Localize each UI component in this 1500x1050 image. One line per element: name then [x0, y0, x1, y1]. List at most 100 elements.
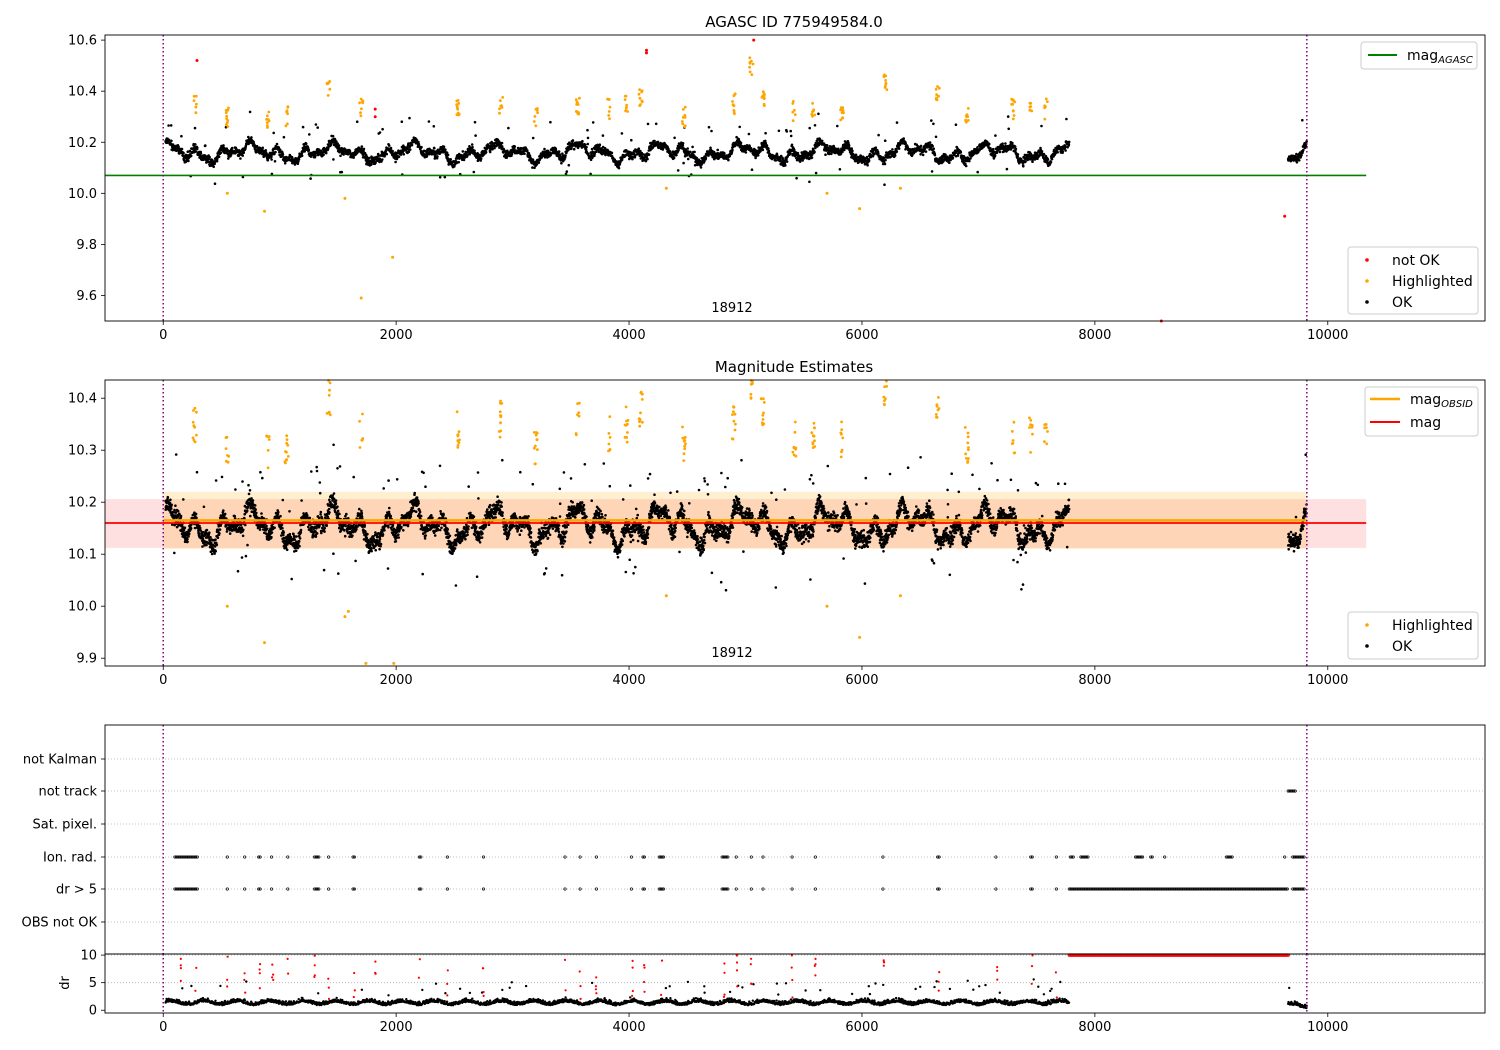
data-point	[224, 123, 228, 126]
data-point	[327, 507, 331, 511]
data-point	[218, 528, 222, 531]
data-point	[645, 51, 648, 55]
data-point	[681, 108, 685, 111]
data-point	[216, 536, 220, 539]
data-point	[297, 540, 301, 543]
data-point	[994, 134, 997, 137]
data-point	[531, 158, 535, 162]
data-point	[484, 150, 488, 154]
data-point	[244, 523, 247, 527]
data-point	[249, 514, 252, 518]
data-point	[387, 144, 391, 147]
data-point	[359, 114, 363, 118]
data-point	[208, 155, 211, 159]
data-point	[499, 99, 502, 102]
data-point	[225, 530, 229, 533]
y-tick-label: 10.4	[68, 85, 97, 100]
y-tick-label: 10.6	[68, 34, 97, 49]
data-point	[727, 158, 730, 162]
data-point	[747, 132, 751, 136]
data-point	[1046, 158, 1050, 161]
data-point	[208, 531, 211, 534]
data-point	[214, 479, 218, 482]
data-point	[789, 129, 792, 133]
data-point	[295, 535, 298, 538]
data-point	[373, 107, 377, 111]
data-point	[229, 153, 233, 157]
data-point	[197, 532, 201, 535]
data-point	[647, 153, 651, 156]
data-point	[196, 146, 199, 150]
data-point	[470, 143, 474, 146]
data-point	[738, 125, 741, 129]
data-point	[192, 99, 196, 102]
data-point	[343, 529, 346, 532]
data-point	[283, 161, 287, 165]
data-point	[565, 170, 569, 173]
data-point	[224, 108, 228, 112]
data-point	[215, 159, 219, 163]
data-point	[680, 120, 684, 123]
data-point	[316, 126, 320, 129]
data-point	[447, 157, 450, 161]
data-point	[765, 144, 769, 147]
data-point	[762, 104, 766, 107]
data-point	[241, 154, 244, 157]
data-point	[436, 155, 439, 158]
data-point	[194, 111, 198, 115]
data-point	[318, 491, 322, 495]
data-point	[1283, 214, 1287, 218]
data-point	[244, 554, 248, 558]
data-point	[1050, 157, 1054, 161]
data-point	[315, 532, 319, 535]
data-point	[242, 151, 245, 154]
data-point	[170, 139, 173, 143]
data-point	[561, 152, 564, 155]
data-point	[589, 172, 592, 176]
data-point	[359, 111, 362, 115]
data-point	[358, 507, 361, 511]
data-point	[176, 509, 180, 513]
data-point	[664, 186, 668, 190]
panel-agasc-title: AGASC ID 775949584.0	[705, 13, 883, 31]
data-point	[571, 139, 575, 142]
data-point	[931, 144, 934, 148]
data-point	[239, 157, 242, 160]
data-point	[654, 122, 658, 126]
data-point	[1065, 117, 1068, 121]
data-point	[381, 127, 384, 131]
data-point	[336, 467, 339, 470]
data-point	[299, 528, 303, 532]
data-point	[1022, 165, 1025, 168]
data-point	[824, 153, 827, 156]
data-point	[732, 109, 736, 112]
data-point	[791, 110, 795, 114]
data-point	[793, 113, 797, 116]
data-point	[1049, 160, 1053, 164]
data-point	[546, 149, 550, 153]
data-point	[270, 535, 273, 539]
data-point	[307, 148, 311, 152]
data-point	[630, 138, 633, 142]
data-point	[891, 148, 894, 151]
data-point	[281, 153, 285, 156]
data-point	[866, 164, 869, 167]
data-point	[646, 157, 649, 161]
data-point	[1295, 161, 1299, 164]
data-point	[902, 137, 905, 140]
data-point	[570, 147, 573, 150]
data-point	[791, 119, 795, 123]
data-point	[825, 144, 829, 147]
data-point	[601, 134, 605, 137]
data-point	[389, 146, 393, 150]
data-point	[473, 149, 476, 152]
data-point	[354, 559, 357, 563]
data-point	[537, 161, 541, 164]
data-point	[334, 502, 338, 505]
data-point	[194, 512, 198, 516]
data-point	[238, 150, 242, 153]
data-point	[1007, 127, 1010, 131]
data-point	[427, 120, 431, 123]
data-point	[209, 536, 212, 539]
y-tick-label: 9.8	[76, 238, 97, 253]
